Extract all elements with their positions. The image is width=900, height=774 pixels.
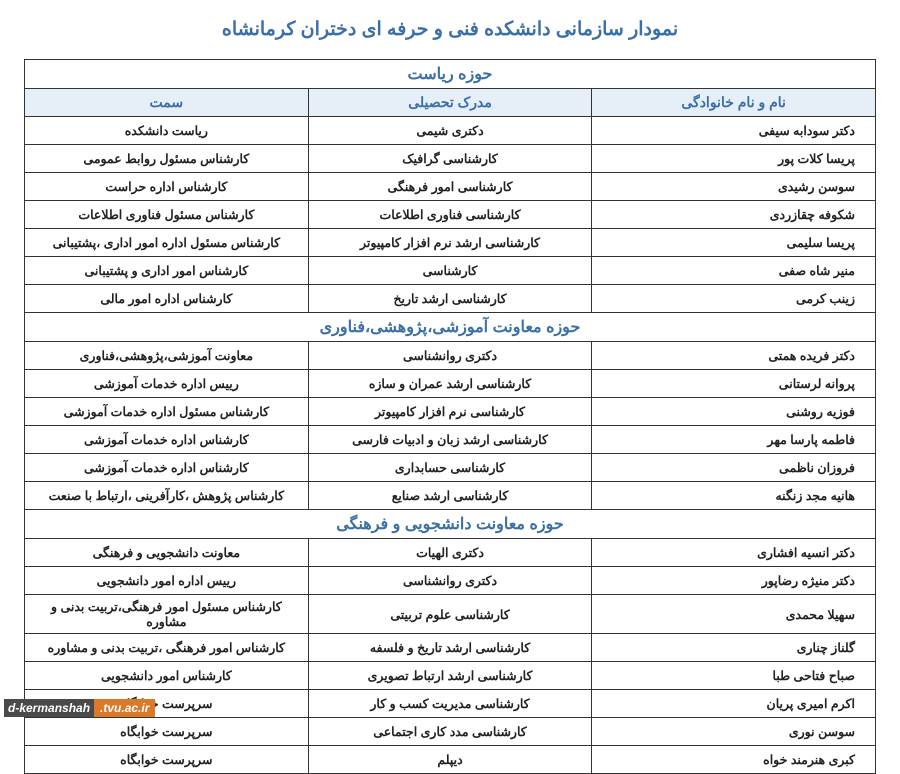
cell-name: پریسا کلات پور	[592, 145, 876, 173]
column-header-name: نام و نام خانوادگی	[592, 89, 876, 117]
cell-position: کارشناس مسئول فناوری اطلاعات	[25, 201, 309, 229]
cell-position: سرپرست خوابگاه	[25, 746, 309, 774]
cell-degree: دیپلم	[308, 746, 592, 774]
table-row: فوزیه روشنیکارشناسی نرم افزار کامپیوترکا…	[25, 398, 876, 426]
cell-degree: دکتری شیمی	[308, 117, 592, 145]
cell-name: هانیه مجد زنگنه	[592, 482, 876, 510]
table-row: دکتر منیژه رضاپوردکتری روانشناسیرییس ادا…	[25, 567, 876, 595]
cell-name: دکتر سودابه سیفی	[592, 117, 876, 145]
cell-position: رییس اداره خدمات آموزشی	[25, 370, 309, 398]
cell-degree: کارشناسی مدد کاری اجتماعی	[308, 718, 592, 746]
cell-name: شکوفه چقازردی	[592, 201, 876, 229]
source-footer: d-kermanshah.tvu.ac.ir	[4, 699, 155, 717]
cell-name: دکتر فریده همتی	[592, 342, 876, 370]
cell-position: معاونت دانشجویی و فرهنگی	[25, 539, 309, 567]
cell-name: سهیلا محمدی	[592, 595, 876, 634]
cell-degree: کارشناسی گرافیک	[308, 145, 592, 173]
cell-position: معاونت آموزشی،پژوهشی،فناوری	[25, 342, 309, 370]
cell-degree: کارشناسی امور فرهنگی	[308, 173, 592, 201]
table-row: پریسا سلیمیکارشناسی ارشد نرم افزار کامپی…	[25, 229, 876, 257]
cell-name: پریسا سلیمی	[592, 229, 876, 257]
cell-degree: کارشناسی علوم تربیتی	[308, 595, 592, 634]
cell-degree: کارشناسی	[308, 257, 592, 285]
cell-name: گلناز چناری	[592, 634, 876, 662]
table-row: فاطمه پارسا مهرکارشناسی ارشد زبان و ادبی…	[25, 426, 876, 454]
table-row: شکوفه چقازردیکارشناسی فناوری اطلاعاتکارش…	[25, 201, 876, 229]
table-row: کبری هنرمند خواهدیپلمسرپرست خوابگاه	[25, 746, 876, 774]
cell-position: کارشناس امور اداری و پشتیبانی	[25, 257, 309, 285]
cell-position: کارشناس مسئول اداره خدمات آموزشی	[25, 398, 309, 426]
cell-degree: کارشناسی مدیریت کسب و کار	[308, 690, 592, 718]
section-header: حوزه معاونت دانشجویی و فرهنگی	[25, 510, 876, 539]
cell-position: کارشناس مسئول امور فرهنگی،تربیت بدنی و م…	[25, 595, 309, 634]
cell-degree: دکتری روانشناسی	[308, 567, 592, 595]
section-header: حوزه معاونت آموزشی،پژوهشی،فناوری	[25, 313, 876, 342]
cell-position: کارشناس مسئول روابط عمومی	[25, 145, 309, 173]
cell-position: رییس اداره امور دانشجویی	[25, 567, 309, 595]
page-title: نمودار سازمانی دانشکده فنی و حرفه ای دخت…	[24, 18, 876, 41]
cell-name: زینب کرمی	[592, 285, 876, 313]
cell-name: دکتر انسیه افشاری	[592, 539, 876, 567]
cell-position: کارشناس اداره امور مالی	[25, 285, 309, 313]
column-header-position: سمت	[25, 89, 309, 117]
cell-degree: کارشناسی ارشد تاریخ و فلسفه	[308, 634, 592, 662]
cell-degree: کارشناسی فناوری اطلاعات	[308, 201, 592, 229]
cell-name: فوزیه روشنی	[592, 398, 876, 426]
cell-name: منیر شاه صفی	[592, 257, 876, 285]
cell-name: کبری هنرمند خواه	[592, 746, 876, 774]
cell-position: کارشناس اداره حراست	[25, 173, 309, 201]
cell-position: کارشناس امور فرهنگی ،تربیت بدنی و مشاوره	[25, 634, 309, 662]
cell-degree: دکتری الهیات	[308, 539, 592, 567]
table-row: سوسن نوریکارشناسی مدد کاری اجتماعیسرپرست…	[25, 718, 876, 746]
cell-degree: کارشناسی ارشد صنایع	[308, 482, 592, 510]
table-row: پروانه لرستانیکارشناسی ارشد عمران و سازه…	[25, 370, 876, 398]
column-header-degree: مدرک تحصیلی	[308, 89, 592, 117]
cell-degree: دکتری روانشناسی	[308, 342, 592, 370]
cell-degree: کارشناسی ارشد نرم افزار کامپیوتر	[308, 229, 592, 257]
table-row: گلناز چناریکارشناسی ارشد تاریخ و فلسفهکا…	[25, 634, 876, 662]
org-table: حوزه ریاستنام و نام خانوادگیمدرک تحصیلیس…	[24, 59, 876, 774]
cell-name: فروزان ناظمی	[592, 454, 876, 482]
cell-name: دکتر منیژه رضاپور	[592, 567, 876, 595]
cell-position: کارشناس امور دانشجویی	[25, 662, 309, 690]
table-row: فروزان ناظمیکارشناسی حسابداریکارشناس ادا…	[25, 454, 876, 482]
table-row: دکتر فریده همتیدکتری روانشناسیمعاونت آمو…	[25, 342, 876, 370]
table-row: منیر شاه صفیکارشناسیکارشناس امور اداری و…	[25, 257, 876, 285]
table-row: صباح فتاحی طباکارشناسی ارشد ارتباط تصویر…	[25, 662, 876, 690]
cell-name: پروانه لرستانی	[592, 370, 876, 398]
org-chart-container: نمودار سازمانی دانشکده فنی و حرفه ای دخت…	[0, 0, 900, 774]
cell-position: کارشناس اداره خدمات آموزشی	[25, 426, 309, 454]
cell-name: صباح فتاحی طبا	[592, 662, 876, 690]
table-row: پریسا کلات پورکارشناسی گرافیککارشناس مسئ…	[25, 145, 876, 173]
cell-degree: کارشناسی نرم افزار کامپیوتر	[308, 398, 592, 426]
table-row: سهیلا محمدیکارشناسی علوم تربیتیکارشناس م…	[25, 595, 876, 634]
table-row: دکتر سودابه سیفیدکتری شیمیریاست دانشکده	[25, 117, 876, 145]
footer-domain-orange: .tvu.ac.ir	[94, 699, 155, 717]
table-row: هانیه مجد زنگنهکارشناسی ارشد صنایعکارشنا…	[25, 482, 876, 510]
cell-position: سرپرست خوابگاه	[25, 718, 309, 746]
cell-degree: کارشناسی حسابداری	[308, 454, 592, 482]
cell-name: اکرم امیری پریان	[592, 690, 876, 718]
cell-degree: کارشناسی ارشد عمران و سازه	[308, 370, 592, 398]
cell-degree: کارشناسی ارشد تاریخ	[308, 285, 592, 313]
table-row: سوسن رشیدیکارشناسی امور فرهنگیکارشناس اد…	[25, 173, 876, 201]
cell-degree: کارشناسی ارشد زبان و ادبیات فارسی	[308, 426, 592, 454]
cell-position: ریاست دانشکده	[25, 117, 309, 145]
cell-position: کارشناس پژوهش ،کارآفرینی ،ارتباط با صنعت	[25, 482, 309, 510]
cell-position: کارشناس اداره خدمات آموزشی	[25, 454, 309, 482]
table-row: زینب کرمیکارشناسی ارشد تاریخکارشناس ادار…	[25, 285, 876, 313]
footer-domain-dark: d-kermanshah	[4, 699, 94, 717]
cell-degree: کارشناسی ارشد ارتباط تصویری	[308, 662, 592, 690]
cell-name: سوسن نوری	[592, 718, 876, 746]
cell-name: سوسن رشیدی	[592, 173, 876, 201]
cell-position: کارشناس مسئول اداره امور اداری ،پشتیبانی	[25, 229, 309, 257]
cell-name: فاطمه پارسا مهر	[592, 426, 876, 454]
table-row: دکتر انسیه افشاریدکتری الهیاتمعاونت دانش…	[25, 539, 876, 567]
section-header: حوزه ریاست	[25, 60, 876, 89]
